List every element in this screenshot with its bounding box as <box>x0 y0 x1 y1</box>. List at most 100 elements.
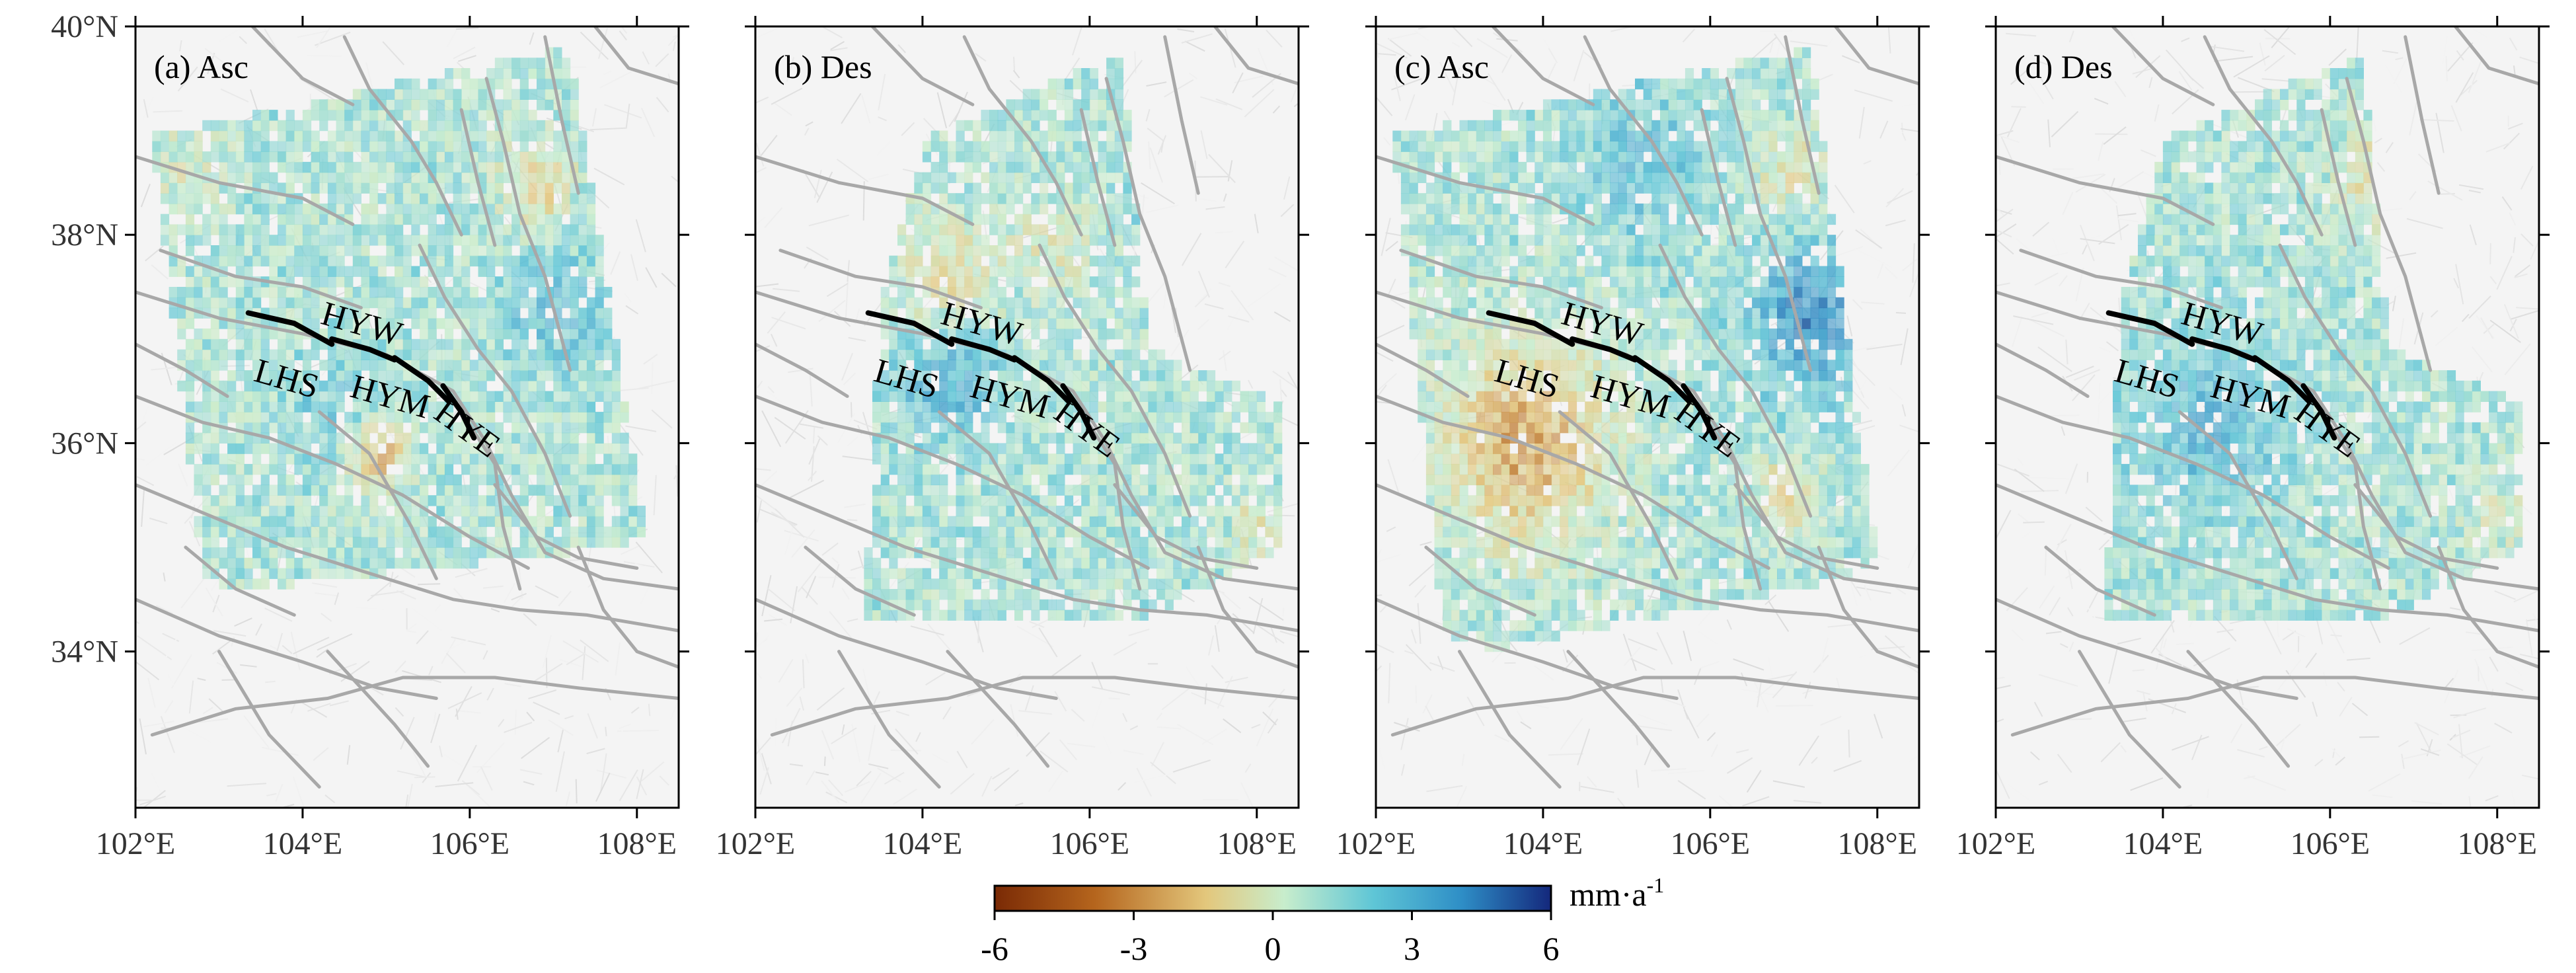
velocity-pixel <box>519 255 529 267</box>
velocity-pixel <box>537 68 546 79</box>
velocity-pixel <box>285 266 295 277</box>
velocity-pixel <box>1031 245 1040 256</box>
velocity-pixel <box>369 172 379 183</box>
velocity-pixel <box>1064 224 1074 235</box>
relief-stroke <box>586 543 592 572</box>
velocity-pixel <box>252 422 262 434</box>
velocity-pixel <box>260 568 270 579</box>
velocity-pixel <box>1073 245 1082 256</box>
velocity-pixel <box>369 401 379 412</box>
velocity-pixel <box>553 235 562 246</box>
velocity-pixel <box>1081 360 1090 371</box>
velocity-pixel <box>964 276 973 288</box>
velocity-pixel <box>478 266 487 277</box>
velocity-pixel <box>436 453 445 465</box>
velocity-pixel <box>1014 161 1024 173</box>
velocity-pixel <box>377 432 387 444</box>
velocity-pixel <box>511 307 521 319</box>
velocity-pixel <box>285 182 295 194</box>
velocity-pixel <box>444 443 454 454</box>
velocity-pixel <box>185 391 195 402</box>
velocity-pixel <box>930 360 940 371</box>
velocity-pixel <box>453 557 462 569</box>
velocity-pixel <box>1073 599 1082 611</box>
velocity-pixel <box>386 370 395 381</box>
velocity-pixel <box>889 422 898 434</box>
velocity-pixel <box>930 307 940 319</box>
relief-stroke <box>1248 379 1254 389</box>
velocity-pixel <box>369 130 379 141</box>
velocity-pixel <box>194 443 203 454</box>
velocity-pixel <box>553 391 562 402</box>
velocity-pixel <box>244 120 253 132</box>
relief-stroke <box>755 471 778 492</box>
velocity-pixel <box>956 318 965 329</box>
velocity-pixel <box>194 203 203 215</box>
velocity-pixel <box>537 370 546 381</box>
velocity-pixel <box>1223 506 1232 517</box>
velocity-pixel <box>1031 203 1040 215</box>
velocity-pixel <box>420 235 429 246</box>
relief-stroke <box>1227 160 1233 182</box>
velocity-pixel <box>972 453 981 465</box>
velocity-pixel <box>511 349 521 360</box>
velocity-pixel <box>361 266 370 277</box>
velocity-pixel <box>395 172 404 183</box>
velocity-pixel <box>428 235 437 246</box>
velocity-pixel <box>386 537 395 548</box>
relief-stroke <box>188 680 194 714</box>
velocity-pixel <box>210 141 219 152</box>
velocity-pixel <box>453 495 462 506</box>
velocity-pixel <box>1098 578 1107 590</box>
velocity-pixel <box>503 255 512 267</box>
velocity-pixel <box>889 255 898 267</box>
velocity-pixel <box>545 245 554 256</box>
velocity-pixel <box>319 245 328 256</box>
velocity-pixel <box>411 99 420 110</box>
relief-stroke <box>661 272 677 288</box>
velocity-pixel <box>562 99 571 110</box>
relief-stroke <box>877 767 901 783</box>
velocity-pixel <box>930 224 940 235</box>
relief-stroke <box>667 33 679 46</box>
background-fault <box>837 650 941 789</box>
relief-stroke <box>164 700 174 714</box>
relief-stroke <box>640 107 656 137</box>
velocity-pixel <box>562 110 571 121</box>
velocity-pixel <box>402 307 412 319</box>
velocity-pixel <box>361 297 370 309</box>
velocity-pixel <box>344 568 354 579</box>
velocity-pixel <box>1173 432 1182 444</box>
velocity-pixel <box>395 110 404 121</box>
velocity-pixel <box>1056 557 1065 569</box>
relief-stroke <box>533 662 563 682</box>
velocity-pixel <box>1064 89 1074 100</box>
velocity-pixel <box>1198 443 1207 454</box>
velocity-pixel <box>595 537 604 548</box>
relief-stroke <box>265 680 276 683</box>
relief-stroke <box>1157 726 1182 730</box>
velocity-pixel <box>905 266 915 277</box>
velocity-pixel <box>570 120 579 132</box>
relief-stroke <box>1016 625 1053 648</box>
velocity-pixel <box>252 141 262 152</box>
velocity-pixel <box>469 557 478 569</box>
velocity-pixel <box>444 401 454 412</box>
velocity-pixel <box>235 495 245 506</box>
velocity-pixel <box>219 255 228 267</box>
velocity-pixel <box>177 287 186 298</box>
velocity-pixel <box>1106 110 1116 121</box>
velocity-pixel <box>562 161 571 173</box>
velocity-pixel <box>336 161 345 173</box>
relief-stroke <box>604 104 642 119</box>
velocity-pixel <box>553 495 562 506</box>
velocity-pixel <box>302 360 312 371</box>
relief-stroke <box>876 141 891 156</box>
velocity-pixel <box>1139 609 1149 621</box>
velocity-pixel <box>302 401 312 412</box>
relief-stroke <box>204 48 230 68</box>
relief-stroke <box>771 511 796 527</box>
velocity-pixel <box>570 370 579 381</box>
velocity-pixel <box>1223 432 1232 444</box>
relief-stroke <box>755 494 781 514</box>
